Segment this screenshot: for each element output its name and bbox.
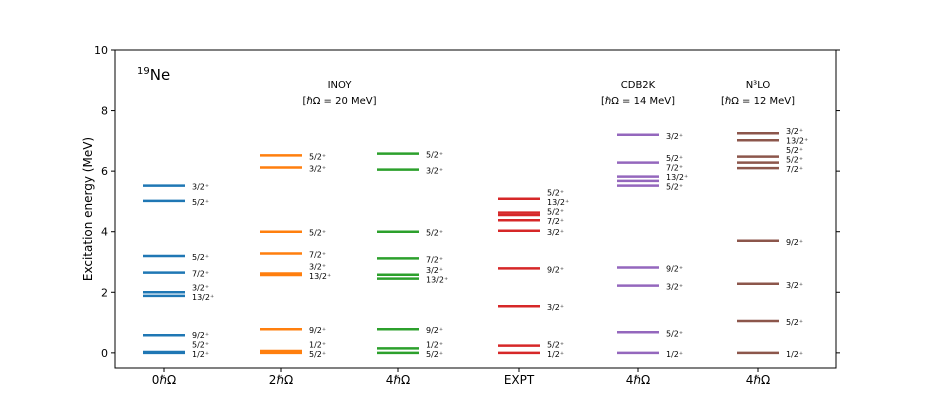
spin-parity-label: 5/2⁺ — [547, 189, 564, 198]
spin-parity-label: 1/2⁺ — [786, 350, 803, 359]
spin-parity-label: 5/2⁺ — [309, 152, 326, 161]
method-title: INOY — [328, 80, 353, 91]
spin-parity-label: 13/2⁺ — [666, 173, 688, 182]
spin-parity-label: 7/2⁺ — [426, 255, 443, 264]
spin-parity-label: 3/2⁺ — [786, 281, 803, 290]
spin-parity-label: 13/2⁺ — [309, 272, 331, 281]
nucleus-label: 19Ne — [137, 66, 170, 84]
spin-parity-label: 9/2⁺ — [192, 331, 209, 340]
column-label: 2ℏΩ — [269, 373, 293, 387]
spin-parity-label: 5/2⁺ — [786, 318, 803, 327]
spin-parity-label: 7/2⁺ — [192, 270, 209, 279]
spin-parity-label: 5/2⁺ — [666, 183, 683, 192]
spin-parity-label: 13/2⁺ — [192, 293, 214, 302]
y-tick-label: 4 — [101, 226, 108, 239]
column-label: 4ℏΩ — [746, 373, 770, 387]
column-label: 4ℏΩ — [386, 373, 410, 387]
method-titles: INOY [ℏΩ = 20 MeV] CDB2K [ℏΩ = 14 MeV] N³LO [… — [302, 80, 795, 107]
spin-parity-label: 9/2⁺ — [547, 265, 564, 274]
levels-layer: 1/2⁺5/2⁺9/2⁺13/2⁺3/2⁺7/2⁺5/2⁺5/2⁺3/2⁺5/2… — [143, 127, 808, 359]
y-tick-label: 8 — [101, 105, 108, 118]
spin-parity-label: 3/2⁺ — [547, 228, 564, 237]
spin-parity-label: 3/2⁺ — [547, 303, 564, 312]
spin-parity-label: 1/2⁺ — [666, 350, 683, 359]
column-labels: 0ℏΩ 2ℏΩ 4ℏΩ EXPT 4ℏΩ 4ℏΩ — [152, 368, 770, 387]
spin-parity-label: 3/2⁺ — [666, 283, 683, 292]
spin-parity-label: 5/2⁺ — [192, 340, 209, 349]
y-axis-label: Excitation energy (MeV) — [81, 137, 95, 281]
y-tick-label: 2 — [101, 286, 108, 299]
spin-parity-label: 3/2⁺ — [666, 132, 683, 141]
spin-parity-label: 3/2⁺ — [426, 266, 443, 275]
column-label: 0ℏΩ — [152, 373, 176, 387]
spin-parity-label: 9/2⁺ — [309, 326, 326, 335]
spin-parity-label: 3/2⁺ — [309, 263, 326, 272]
spin-parity-label: 9/2⁺ — [426, 326, 443, 335]
spin-parity-label: 9/2⁺ — [666, 264, 683, 273]
spin-parity-label: 5/2⁺ — [786, 146, 803, 155]
spin-parity-label: 13/2⁺ — [547, 198, 569, 207]
plot-frame — [114, 49, 837, 369]
spin-parity-label: 7/2⁺ — [786, 165, 803, 174]
column-label: EXPT — [504, 373, 535, 387]
spin-parity-label: 1/2⁺ — [426, 340, 443, 349]
spin-parity-label: 5/2⁺ — [192, 198, 209, 207]
spin-parity-label: 7/2⁺ — [547, 217, 564, 226]
y-tick-label: 0 — [101, 347, 108, 360]
spin-parity-label: 5/2⁺ — [309, 350, 326, 359]
y-tick-label: 6 — [101, 165, 108, 178]
method-title: N³LO — [746, 80, 771, 91]
spin-parity-label: 5/2⁺ — [426, 350, 443, 359]
method-parameter: [ℏΩ = 14 MeV] — [601, 96, 675, 107]
spin-parity-label: 5/2⁺ — [309, 229, 326, 238]
nucleus-mass: 19 — [137, 66, 150, 77]
spin-parity-label: 3/2⁺ — [192, 183, 209, 192]
method-parameter: [ℏΩ = 20 MeV] — [302, 96, 376, 107]
method-parameter: [ℏΩ = 12 MeV] — [721, 96, 795, 107]
spin-parity-label: 1/2⁺ — [192, 350, 209, 359]
column-group: 1/2⁺5/2⁺3/2⁺9/2⁺5/2⁺13/2⁺7/2⁺5/2⁺3/2⁺ — [617, 132, 688, 359]
spin-parity-label: 5/2⁺ — [547, 208, 564, 217]
column-group: 5/2⁺1/2⁺9/2⁺13/2⁺3/2⁺7/2⁺5/2⁺3/2⁺5/2⁺ — [377, 151, 448, 359]
spin-parity-label: 3/2⁺ — [192, 283, 209, 292]
spin-parity-label: 3/2⁺ — [309, 165, 326, 174]
spin-parity-label: 5/2⁺ — [666, 154, 683, 163]
spin-parity-label: 7/2⁺ — [666, 164, 683, 173]
spin-parity-label: 1/2⁺ — [309, 340, 326, 349]
column-group: 1/2⁺5/2⁺3/2⁺9/2⁺7/2⁺5/2⁺5/2⁺13/2⁺3/2⁺ — [737, 127, 808, 359]
nucleus-symbol: Ne — [150, 66, 170, 84]
spin-parity-label: 5/2⁺ — [547, 340, 564, 349]
spin-parity-label: 5/2⁺ — [666, 329, 683, 338]
spin-parity-label: 1/2⁺ — [547, 350, 564, 359]
column-group: 1/2⁺5/2⁺3/2⁺9/2⁺3/2⁺7/2⁺5/2⁺13/2⁺5/2⁺ — [498, 189, 569, 359]
spin-parity-label: 13/2⁺ — [426, 276, 448, 285]
spin-parity-label: 5/2⁺ — [192, 253, 209, 262]
spin-parity-label: 5/2⁺ — [786, 156, 803, 165]
method-title: CDB2K — [621, 80, 656, 91]
spin-parity-label: 3/2⁺ — [786, 127, 803, 136]
column-group: 1/2⁺5/2⁺9/2⁺13/2⁺3/2⁺7/2⁺5/2⁺5/2⁺3/2⁺ — [143, 183, 214, 359]
spin-parity-label: 3/2⁺ — [426, 167, 443, 176]
spin-parity-label: 7/2⁺ — [309, 251, 326, 260]
spin-parity-label: 13/2⁺ — [786, 137, 808, 146]
spin-parity-label: 9/2⁺ — [786, 238, 803, 247]
spin-parity-label: 5/2⁺ — [426, 151, 443, 160]
column-group: 5/2⁺1/2⁺9/2⁺13/2⁺3/2⁺7/2⁺5/2⁺3/2⁺5/2⁺ — [260, 152, 331, 359]
y-tick-label: 10 — [94, 44, 108, 57]
y-axis: 0 2 4 6 8 10 — [94, 44, 840, 360]
column-label: 4ℏΩ — [626, 373, 650, 387]
spin-parity-label: 5/2⁺ — [426, 229, 443, 238]
